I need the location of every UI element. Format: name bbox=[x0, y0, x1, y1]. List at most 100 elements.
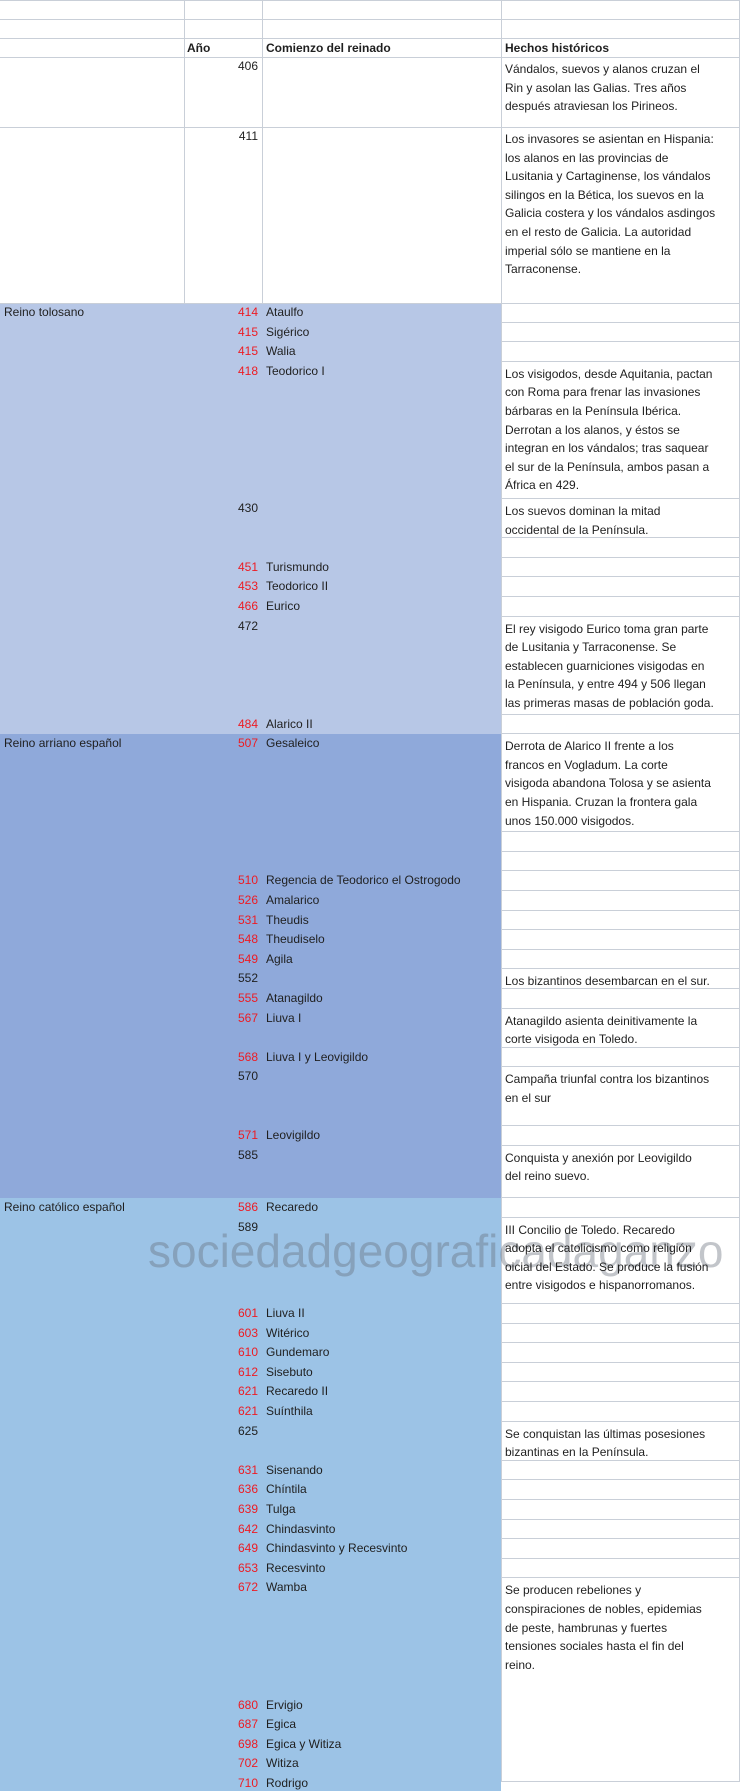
note-cell-border bbox=[501, 1009, 739, 1048]
note-cell-border bbox=[501, 1218, 739, 1304]
reign-name-cell: Rodrigo bbox=[266, 1775, 309, 1790]
year-cell: 603 bbox=[237, 1325, 258, 1340]
year-cell: 636 bbox=[237, 1482, 258, 1497]
empty-cell bbox=[501, 597, 739, 617]
empty-cell bbox=[501, 1500, 739, 1520]
grid-line-horizontal bbox=[0, 19, 739, 20]
year-cell: 585 bbox=[237, 1147, 258, 1162]
note-cell-border bbox=[501, 1422, 739, 1461]
historical-fact-cell: Se producen rebeliones y conspiraciones … bbox=[505, 1583, 702, 1672]
reign-name-cell: Gundemaro bbox=[266, 1345, 330, 1360]
historical-fact-cell: Los invasores se asientan en Hispania: l… bbox=[505, 132, 716, 277]
year-cell: 418 bbox=[237, 363, 258, 378]
historical-fact-cell: Los suevos dominan la mitad occidental d… bbox=[505, 504, 661, 537]
year-cell: 687 bbox=[237, 1717, 258, 1732]
historical-fact-cell: Los bizantinos desembarcan en el sur. bbox=[505, 974, 710, 989]
grid-line-horizontal bbox=[0, 0, 739, 1]
empty-cell bbox=[501, 538, 739, 558]
empty-cell bbox=[501, 1520, 739, 1540]
historical-fact-cell: Derrota de Alarico II frente a los franc… bbox=[505, 739, 711, 828]
year-cell: 589 bbox=[237, 1219, 258, 1234]
reign-name-cell: Suínthila bbox=[266, 1404, 313, 1418]
year-cell: 570 bbox=[237, 1069, 258, 1084]
note-cell-border bbox=[501, 969, 739, 989]
empty-cell bbox=[501, 558, 739, 578]
reign-name-cell: Amalarico bbox=[266, 893, 320, 907]
historical-fact-cell: Los visigodos, desde Aquitania, pactan c… bbox=[505, 366, 713, 493]
reign-name-cell: Chíntila bbox=[266, 1482, 307, 1497]
year-cell: 411 bbox=[238, 129, 258, 143]
empty-cell bbox=[501, 891, 739, 911]
historical-fact-cell: Se conquistan las últimas posesiones biz… bbox=[505, 1426, 706, 1460]
historical-fact-cell: III Concilio de Toledo. Recaredo adopta … bbox=[505, 1222, 709, 1293]
reign-name-cell: Teodorico II bbox=[266, 579, 329, 594]
year-cell: 631 bbox=[237, 1462, 258, 1477]
empty-cell bbox=[501, 832, 739, 852]
empty-cell bbox=[501, 871, 739, 891]
section-label: Reino católico español bbox=[4, 1200, 125, 1214]
empty-cell bbox=[501, 1198, 739, 1218]
year-cell: 680 bbox=[237, 1697, 258, 1712]
empty-cell bbox=[501, 1324, 739, 1344]
year-cell: 414 bbox=[237, 305, 258, 319]
section-label: Reino arriano español bbox=[4, 736, 122, 751]
year-cell: 484 bbox=[237, 716, 258, 731]
reign-name-cell: Eurico bbox=[266, 599, 301, 613]
year-cell: 612 bbox=[237, 1364, 258, 1379]
reign-name-cell: Ataulfo bbox=[266, 305, 304, 319]
empty-cell bbox=[501, 342, 739, 362]
grid-line-vertical bbox=[262, 0, 263, 303]
reign-name-cell: Witiza bbox=[266, 1756, 299, 1771]
reign-name-cell: Alarico II bbox=[266, 716, 313, 731]
reign-name-cell: Recaredo bbox=[266, 1200, 319, 1214]
reign-name-cell: Recesvinto bbox=[266, 1560, 326, 1575]
section-background bbox=[0, 1198, 501, 1791]
year-cell: 510 bbox=[237, 873, 258, 888]
year-cell: 472 bbox=[237, 618, 258, 633]
empty-cell bbox=[501, 930, 739, 950]
empty-cell bbox=[501, 1363, 739, 1383]
note-cell-border bbox=[501, 362, 739, 499]
empty-cell bbox=[501, 715, 739, 735]
historical-fact-cell: Vándalos, suevos y alanos cruzan el Rin … bbox=[505, 62, 700, 114]
empty-cell bbox=[501, 1304, 739, 1324]
reign-name-cell: Sisebuto bbox=[266, 1364, 313, 1379]
empty-cell bbox=[501, 1126, 739, 1146]
reign-name-cell: Sigérico bbox=[266, 324, 310, 339]
empty-cell bbox=[501, 950, 739, 970]
year-cell: 571 bbox=[237, 1128, 258, 1143]
empty-cell bbox=[501, 1480, 739, 1500]
column-header-year: Año bbox=[187, 41, 211, 55]
year-cell: 621 bbox=[237, 1384, 258, 1399]
reign-name-cell: Liuva I bbox=[266, 1010, 302, 1025]
note-cell-border bbox=[501, 1146, 739, 1198]
empty-cell bbox=[501, 989, 739, 1009]
note-cell-border bbox=[501, 617, 739, 715]
empty-cell bbox=[501, 577, 739, 597]
reign-name-cell: Liuva II bbox=[266, 1306, 305, 1320]
reign-name-cell: Witérico bbox=[266, 1325, 310, 1340]
grid-line-horizontal bbox=[0, 38, 739, 39]
reign-name-cell: Leovigildo bbox=[266, 1128, 321, 1143]
reign-name-cell: Theudiselo bbox=[266, 932, 325, 947]
grid-line-vertical bbox=[739, 0, 740, 1782]
reign-name-cell: Recaredo II bbox=[266, 1384, 329, 1399]
note-cell-border bbox=[501, 1578, 739, 1782]
grid-line-horizontal bbox=[0, 127, 739, 128]
year-cell: 621 bbox=[237, 1404, 258, 1418]
grid-line-vertical bbox=[501, 0, 502, 1782]
year-cell: 610 bbox=[237, 1345, 258, 1360]
year-cell: 415 bbox=[237, 324, 258, 339]
note-cell-border bbox=[501, 499, 739, 539]
year-cell: 406 bbox=[237, 59, 258, 73]
reign-name-cell: Turismundo bbox=[266, 559, 329, 574]
year-cell: 466 bbox=[237, 599, 258, 613]
reign-name-cell: Egica y Witiza bbox=[266, 1736, 342, 1751]
year-cell: 430 bbox=[237, 501, 258, 515]
year-cell: 653 bbox=[237, 1560, 258, 1575]
reign-name-cell: Wamba bbox=[266, 1580, 307, 1595]
grid-line-horizontal bbox=[0, 303, 739, 304]
grid-line-vertical bbox=[184, 0, 185, 303]
